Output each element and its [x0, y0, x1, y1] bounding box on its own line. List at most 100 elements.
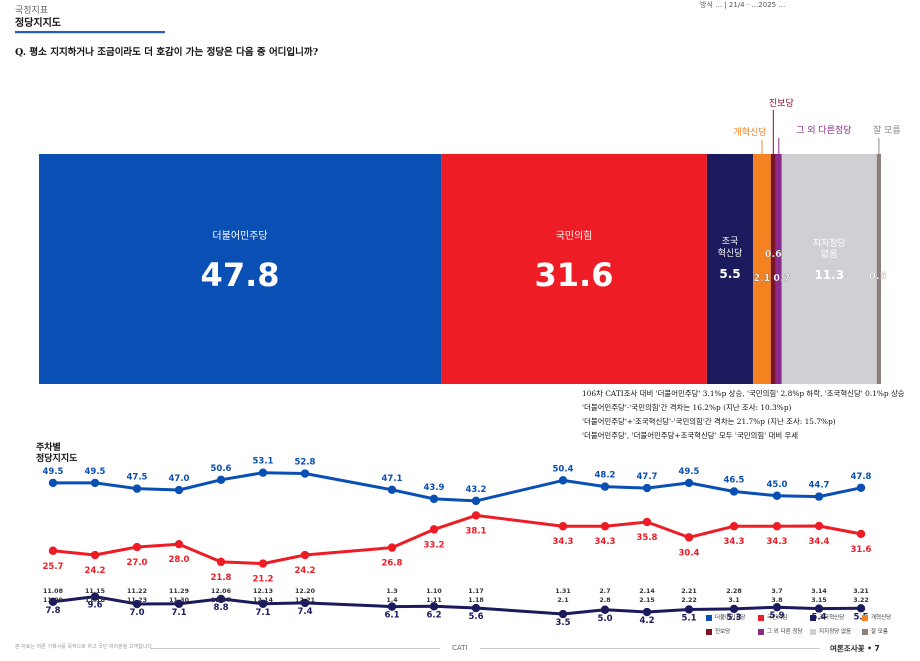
- legend-label: 그 외 다른 정당: [767, 629, 803, 635]
- data-label: 7.1: [171, 608, 186, 618]
- data-label: 50.6: [211, 464, 232, 474]
- data-label: 35.8: [637, 533, 658, 543]
- data-label: 53.1: [253, 457, 274, 467]
- section-label: 국정지표: [15, 6, 49, 16]
- bar-segment-6: [775, 154, 782, 384]
- bar-segment-7: [781, 154, 877, 384]
- data-point: [814, 492, 824, 501]
- data-label: 21.8: [211, 573, 232, 583]
- stacked-bar-chart: 더불어민주당 47.8 국민의힘 31.6 조국혁신당 5.5 2.1 0.6 0.7 지지정당없…: [39, 98, 901, 384]
- data-point: [471, 511, 481, 520]
- segment-value: 2.1: [754, 273, 771, 284]
- bar-segment-2: [441, 154, 707, 384]
- legend-label: 잘 모름: [871, 629, 888, 635]
- legend-swatch: [706, 614, 712, 621]
- x-tick-label: 3.7: [771, 588, 782, 595]
- series-line-1: [53, 471, 862, 503]
- segment-label: 지지정당: [813, 238, 846, 249]
- data-label: 21.2: [253, 575, 274, 585]
- x-tick-label: 2.7: [599, 588, 610, 595]
- bar-segment-8: [876, 154, 881, 384]
- legend-swatch: [706, 628, 712, 635]
- x-tick-label: 3.14: [811, 588, 827, 595]
- data-label: 46.5: [724, 475, 745, 485]
- segment-label: 혁신당: [718, 248, 743, 259]
- data-point: [132, 599, 142, 609]
- segment-label: 없음: [821, 249, 838, 260]
- data-point: [429, 494, 439, 504]
- data-point: [814, 521, 824, 531]
- data-point: [558, 522, 568, 531]
- x-tick-label: 11.29: [169, 588, 189, 595]
- legend-swatch: [758, 614, 764, 621]
- data-label: 33.2: [424, 540, 445, 550]
- x-tick-label: 12.06: [211, 588, 232, 595]
- data-label: 5.1: [681, 613, 696, 623]
- x-tick-label: 3.1: [728, 597, 739, 604]
- legend-label: 조국혁신당: [819, 615, 845, 621]
- segment-value: 31.6: [535, 256, 614, 294]
- data-point: [772, 522, 782, 531]
- data-label: 50.4: [553, 464, 574, 474]
- data-label: 6.2: [426, 610, 441, 620]
- x-tick-label: 1.10: [426, 588, 442, 595]
- footer-divider-right: [480, 648, 820, 649]
- data-label: 34.3: [767, 537, 788, 547]
- x-tick-label: 12.20: [295, 588, 316, 595]
- data-label: 47.7: [637, 472, 658, 482]
- data-label: 27.0: [127, 558, 148, 568]
- legend-label: 국민의힘: [767, 615, 788, 621]
- legend-item: 그 외 다른 정당: [758, 627, 803, 635]
- data-point: [48, 597, 58, 606]
- x-tick-label: 12.14: [253, 597, 274, 604]
- top-right-header-text: 방식 … | 21/4 · …2025 …: [700, 1, 786, 9]
- data-point: [300, 598, 310, 608]
- data-label: 43.9: [424, 483, 445, 493]
- segment-value: 0.5: [869, 271, 887, 282]
- data-label: 5.5: [853, 612, 868, 622]
- segment-value: 47.8: [201, 256, 280, 294]
- data-point: [558, 609, 568, 619]
- note-line: '더불어민주당'+'조국혁신당'-'국민의힘'간 격차는 21.7%p (지난 …: [582, 417, 836, 426]
- x-tick-label: 1.3: [386, 588, 397, 595]
- x-tick-label: 11.23: [127, 597, 147, 604]
- data-label: 7.0: [129, 608, 144, 618]
- data-point: [387, 543, 397, 552]
- segment-label-external: 그 외 다른정당: [796, 124, 851, 136]
- x-tick-label: 2.1: [557, 597, 568, 604]
- data-point: [684, 533, 694, 542]
- legend-swatch: [758, 628, 764, 635]
- data-label: 4.2: [639, 616, 654, 626]
- legend-item: 개혁신당: [862, 613, 891, 621]
- x-tick-label: 3.15: [811, 597, 827, 604]
- data-point: [642, 607, 652, 617]
- data-point: [216, 475, 226, 484]
- data-label: 7.4: [297, 607, 312, 617]
- x-tick-label: 2.8: [599, 597, 610, 604]
- note-line: '더불어민주당', '더불어민주당+조국혁신당' 모두 '국민의힘' 대비 우세: [582, 431, 799, 440]
- summary-notes: 106차 CATI조사 대비 '더불어민주당' 3.1%p 상승, '국민의힘'…: [582, 387, 905, 443]
- segment-label-external: 진보당: [769, 98, 794, 109]
- legend-label: 개혁신당: [871, 615, 892, 621]
- data-point: [729, 522, 739, 531]
- data-point: [772, 602, 782, 612]
- data-point: [772, 491, 782, 500]
- data-point: [258, 559, 268, 568]
- data-point: [600, 522, 610, 531]
- legend-item: 잘 모름: [862, 627, 888, 635]
- x-tick-label: 12.13: [253, 588, 273, 595]
- data-point: [90, 550, 100, 560]
- segment-value: 0.7: [773, 273, 790, 284]
- trend-chart-title: 주차별 정당지지도: [36, 443, 77, 465]
- legend-label: 더불어민주당: [715, 615, 746, 621]
- data-label: 5.0: [597, 614, 612, 624]
- data-point: [174, 485, 184, 495]
- bar-segment-4: [753, 154, 771, 384]
- x-tick-label: 1.4: [386, 597, 398, 604]
- bar-segment-5: [770, 154, 776, 384]
- data-label: 24.2: [85, 566, 106, 576]
- data-label: 6.1: [384, 611, 399, 621]
- segment-value: 11.3: [814, 268, 844, 282]
- x-tick-label: 2.14: [639, 588, 655, 595]
